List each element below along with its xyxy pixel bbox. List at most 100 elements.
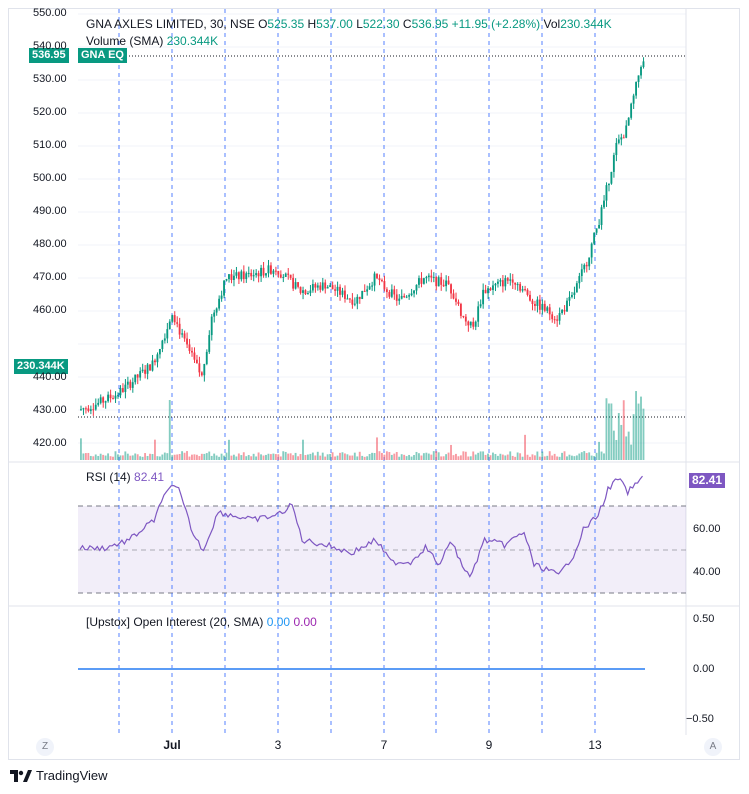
volume-bar: [607, 403, 610, 460]
volume-bar: [235, 456, 238, 460]
volume-bar: [568, 454, 571, 460]
candle-body: [181, 333, 184, 335]
volume-bar: [630, 444, 633, 460]
candle-body: [612, 155, 615, 172]
price-tick-label: 460.00: [33, 304, 67, 316]
rsi-title[interactable]: RSI (14): [86, 470, 131, 484]
price-tick-label: 500.00: [33, 172, 67, 184]
candle-body: [437, 277, 440, 287]
volume-bar: [297, 456, 299, 460]
volume-bar: [637, 403, 640, 460]
candle-body: [297, 282, 299, 287]
symbol-name[interactable]: GNA AXLES LIMITED, 30, NSE: [86, 17, 255, 31]
candle-body: [373, 273, 376, 286]
volume-study-name[interactable]: Volume (SMA): [86, 34, 164, 48]
volume-bar: [625, 436, 628, 460]
candle-body: [410, 293, 413, 296]
candle-body: [415, 284, 418, 291]
chart-frame[interactable]: [8, 8, 740, 760]
volume-bar: [252, 453, 255, 460]
candle-body: [346, 298, 349, 300]
candle-body: [558, 313, 561, 321]
volume-bar: [393, 453, 396, 460]
candle-body: [151, 360, 154, 371]
candle-body: [257, 273, 260, 277]
last-price-tag: 536.95: [29, 48, 69, 63]
candle-body: [499, 280, 502, 282]
volume-bar: [134, 453, 137, 460]
volume-bar: [585, 453, 588, 460]
volume-bar: [112, 456, 114, 460]
volume-bar: [635, 391, 637, 460]
volume-bar: [265, 454, 267, 460]
volume-bar: [97, 455, 100, 460]
volume-bar: [590, 455, 593, 460]
candle-body: [464, 316, 467, 322]
candle-body: [245, 273, 248, 280]
volume-bar: [526, 454, 529, 460]
volume-bar: [432, 451, 435, 460]
volume-bar: [524, 434, 526, 460]
candle-body: [548, 307, 551, 315]
candle-body: [225, 279, 228, 281]
candle-body: [620, 137, 623, 140]
zoom-button[interactable]: Z: [36, 738, 54, 756]
volume-bar: [383, 454, 386, 460]
volume-bar: [304, 455, 307, 460]
volume-bar: [464, 451, 467, 460]
candle-body: [427, 275, 430, 278]
candle-body: [625, 125, 628, 138]
volume-bar: [558, 456, 561, 460]
candle-body: [107, 394, 110, 402]
volume-bar: [588, 452, 591, 460]
tradingview-logo-icon: [10, 769, 32, 782]
volume-bar: [208, 451, 211, 460]
candle-body: [432, 276, 435, 278]
candle-body: [119, 388, 122, 396]
tradingview-brand[interactable]: TradingView: [10, 768, 108, 783]
candle-body: [607, 183, 610, 186]
volume-bar: [329, 454, 332, 460]
candle-body: [94, 404, 97, 410]
volume-legend: Volume (SMA) 230.344K: [86, 34, 218, 48]
volume-bar: [124, 451, 127, 460]
volume-bar: [292, 455, 295, 460]
auto-scale-button[interactable]: A: [704, 738, 722, 756]
candle-body: [563, 309, 566, 312]
candle-body: [306, 293, 309, 295]
candle-body: [489, 288, 492, 290]
volume-bar: [455, 453, 457, 460]
oi-title[interactable]: [Upstox] Open Interest (20, SMA): [86, 615, 264, 629]
candle-body: [395, 294, 398, 301]
volume-bar: [129, 455, 132, 460]
volume-bar: [326, 454, 329, 460]
candle-body: [637, 75, 640, 83]
volume-bar: [215, 455, 218, 460]
candle-body: [134, 374, 137, 383]
volume-bar: [561, 452, 563, 460]
candle-body: [405, 296, 408, 298]
time-tick-label: 13: [588, 738, 602, 752]
candle-body: [269, 265, 272, 274]
volume-bar: [262, 455, 265, 460]
candle-body: [176, 322, 179, 324]
volume-bar: [479, 451, 482, 460]
volume-bar: [492, 452, 494, 460]
volume-bar: [440, 456, 443, 460]
candle-body: [149, 364, 151, 371]
candle-body: [627, 117, 630, 126]
candle-body: [324, 282, 327, 289]
volume-bar: [269, 454, 272, 460]
candle-body: [191, 350, 193, 353]
volume-bar: [529, 456, 531, 460]
candle-body: [210, 316, 213, 336]
candle-body: [247, 272, 250, 274]
candle-body: [442, 284, 445, 287]
volume-bar: [371, 452, 374, 460]
volume-bar: [413, 455, 415, 460]
oi-value-1: 0.00: [266, 615, 291, 629]
candle-body: [358, 296, 361, 299]
volume-bar: [563, 451, 566, 460]
candle-body: [277, 270, 280, 275]
